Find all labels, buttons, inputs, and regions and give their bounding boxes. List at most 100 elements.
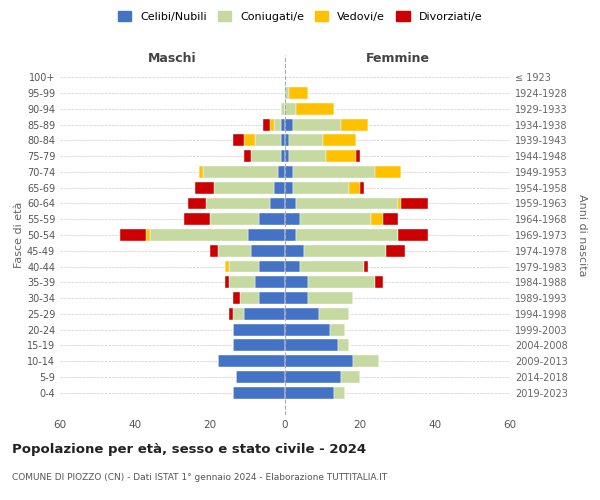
Bar bbox=[210, 214, 259, 225]
Bar bbox=[285, 103, 296, 115]
Bar bbox=[285, 387, 334, 398]
Bar bbox=[304, 245, 386, 256]
Bar bbox=[281, 150, 285, 162]
Bar bbox=[285, 134, 289, 146]
Bar bbox=[203, 166, 277, 178]
Bar bbox=[274, 118, 281, 130]
Bar bbox=[398, 229, 427, 241]
Text: COMUNE DI PIOZZO (CN) - Dati ISTAT 1° gennaio 2024 - Elaborazione TUTTITALIA.IT: COMUNE DI PIOZZO (CN) - Dati ISTAT 1° ge… bbox=[12, 472, 387, 482]
Bar bbox=[349, 182, 360, 194]
Bar bbox=[236, 371, 285, 383]
Bar bbox=[296, 198, 398, 209]
Bar bbox=[150, 229, 248, 241]
Bar bbox=[375, 276, 383, 288]
Bar bbox=[240, 292, 259, 304]
Bar bbox=[319, 308, 349, 320]
Bar bbox=[281, 118, 285, 130]
Bar bbox=[285, 340, 337, 351]
Bar bbox=[259, 214, 285, 225]
Bar bbox=[259, 260, 285, 272]
Bar bbox=[218, 356, 285, 367]
Bar bbox=[285, 166, 293, 178]
Bar bbox=[255, 276, 285, 288]
Bar bbox=[330, 324, 345, 336]
Bar bbox=[285, 229, 296, 241]
Bar bbox=[206, 198, 270, 209]
Bar bbox=[326, 150, 356, 162]
Bar bbox=[308, 292, 353, 304]
Bar bbox=[353, 356, 379, 367]
Bar bbox=[251, 245, 285, 256]
Text: Popolazione per età, sesso e stato civile - 2024: Popolazione per età, sesso e stato civil… bbox=[12, 442, 366, 456]
Bar bbox=[285, 260, 300, 272]
Bar bbox=[263, 118, 270, 130]
Bar bbox=[259, 292, 285, 304]
Bar bbox=[244, 134, 255, 146]
Bar bbox=[285, 150, 289, 162]
Bar bbox=[285, 182, 293, 194]
Bar bbox=[285, 324, 330, 336]
Bar bbox=[337, 340, 349, 351]
Bar bbox=[293, 118, 341, 130]
Bar bbox=[285, 245, 304, 256]
Bar bbox=[233, 292, 240, 304]
Bar bbox=[225, 260, 229, 272]
Bar bbox=[285, 308, 319, 320]
Bar bbox=[233, 324, 285, 336]
Bar bbox=[285, 118, 293, 130]
Bar bbox=[281, 134, 285, 146]
Bar bbox=[323, 134, 356, 146]
Bar bbox=[285, 214, 300, 225]
Bar bbox=[285, 371, 341, 383]
Bar bbox=[248, 229, 285, 241]
Bar bbox=[229, 308, 233, 320]
Bar bbox=[233, 340, 285, 351]
Bar bbox=[210, 245, 218, 256]
Bar bbox=[293, 182, 349, 194]
Bar bbox=[300, 260, 364, 272]
Bar bbox=[244, 150, 251, 162]
Bar bbox=[195, 182, 214, 194]
Bar bbox=[285, 87, 289, 99]
Bar bbox=[251, 150, 281, 162]
Bar bbox=[371, 214, 383, 225]
Bar bbox=[233, 134, 244, 146]
Text: Maschi: Maschi bbox=[148, 52, 197, 64]
Bar bbox=[289, 150, 326, 162]
Bar bbox=[293, 166, 375, 178]
Bar bbox=[270, 118, 274, 130]
Text: Femmine: Femmine bbox=[365, 52, 430, 64]
Bar bbox=[146, 229, 150, 241]
Bar bbox=[285, 292, 308, 304]
Bar bbox=[289, 87, 308, 99]
Bar bbox=[375, 166, 401, 178]
Bar bbox=[364, 260, 367, 272]
Bar bbox=[296, 103, 334, 115]
Bar bbox=[334, 387, 345, 398]
Bar bbox=[229, 276, 255, 288]
Bar bbox=[199, 166, 203, 178]
Bar bbox=[300, 214, 371, 225]
Bar bbox=[244, 308, 285, 320]
Bar bbox=[277, 166, 285, 178]
Bar bbox=[386, 245, 405, 256]
Y-axis label: Anni di nascita: Anni di nascita bbox=[577, 194, 587, 276]
Bar bbox=[274, 182, 285, 194]
Bar bbox=[281, 103, 285, 115]
Bar bbox=[120, 229, 146, 241]
Bar bbox=[308, 276, 375, 288]
Bar bbox=[401, 198, 427, 209]
Bar bbox=[233, 387, 285, 398]
Bar bbox=[218, 245, 251, 256]
Y-axis label: Fasce di età: Fasce di età bbox=[14, 202, 24, 268]
Bar bbox=[229, 260, 259, 272]
Bar bbox=[233, 308, 244, 320]
Bar bbox=[341, 371, 360, 383]
Bar bbox=[285, 198, 296, 209]
Bar bbox=[225, 276, 229, 288]
Bar bbox=[383, 214, 398, 225]
Bar bbox=[214, 182, 274, 194]
Bar bbox=[296, 229, 398, 241]
Bar bbox=[289, 134, 323, 146]
Bar bbox=[398, 198, 401, 209]
